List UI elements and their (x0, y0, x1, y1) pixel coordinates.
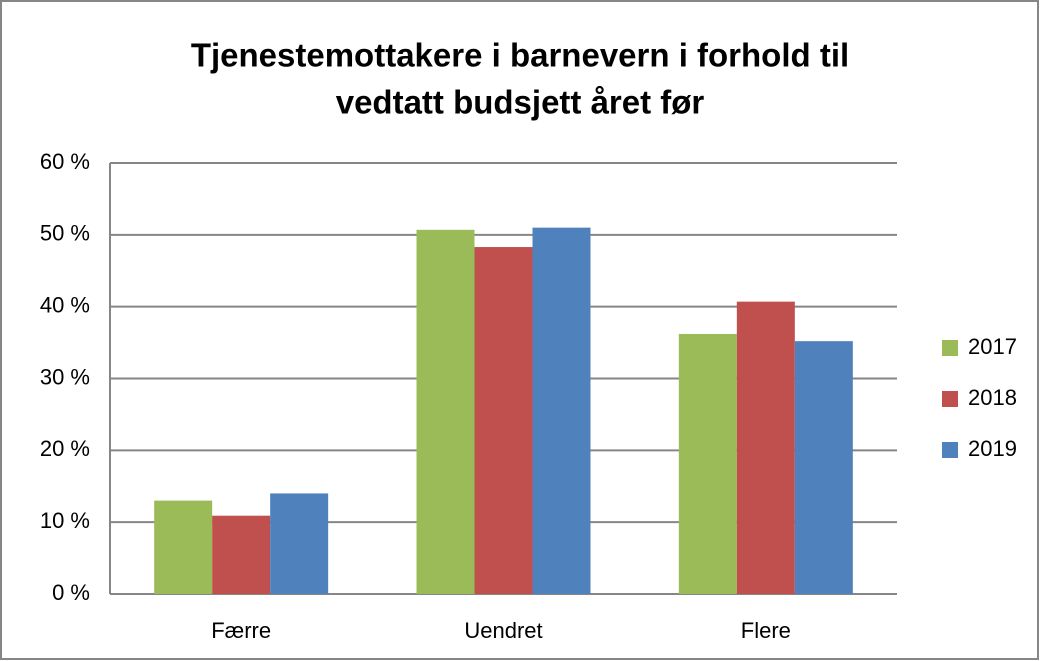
x-tick-label: Uendret (464, 618, 542, 643)
legend-swatch (942, 442, 958, 458)
x-tick-label: Flere (741, 618, 791, 643)
bar (736, 301, 795, 594)
legend-label: 2018 (968, 385, 1017, 410)
bar (416, 229, 475, 594)
bar (474, 247, 533, 595)
y-tick-label: 10 % (40, 508, 90, 533)
bar (532, 227, 591, 594)
chart-title: vedtatt budsjett året før (336, 84, 705, 121)
x-tick-label: Færre (211, 618, 271, 643)
legend-swatch (942, 391, 958, 407)
bar (154, 500, 213, 594)
legend-label: 2017 (968, 334, 1017, 359)
y-tick-label: 40 % (40, 292, 90, 317)
legend-label: 2019 (968, 436, 1017, 461)
y-tick-label: 0 % (52, 580, 90, 605)
y-tick-label: 30 % (40, 364, 90, 389)
y-tick-label: 60 % (40, 149, 90, 174)
bar (270, 493, 329, 594)
y-tick-label: 50 % (40, 221, 90, 246)
bar (212, 515, 271, 594)
y-tick-label: 20 % (40, 436, 90, 461)
bar (678, 333, 737, 594)
chart-title: Tjenestemottakere i barnevern i forhold … (191, 37, 849, 74)
bar (794, 341, 853, 594)
legend-swatch (942, 340, 958, 356)
